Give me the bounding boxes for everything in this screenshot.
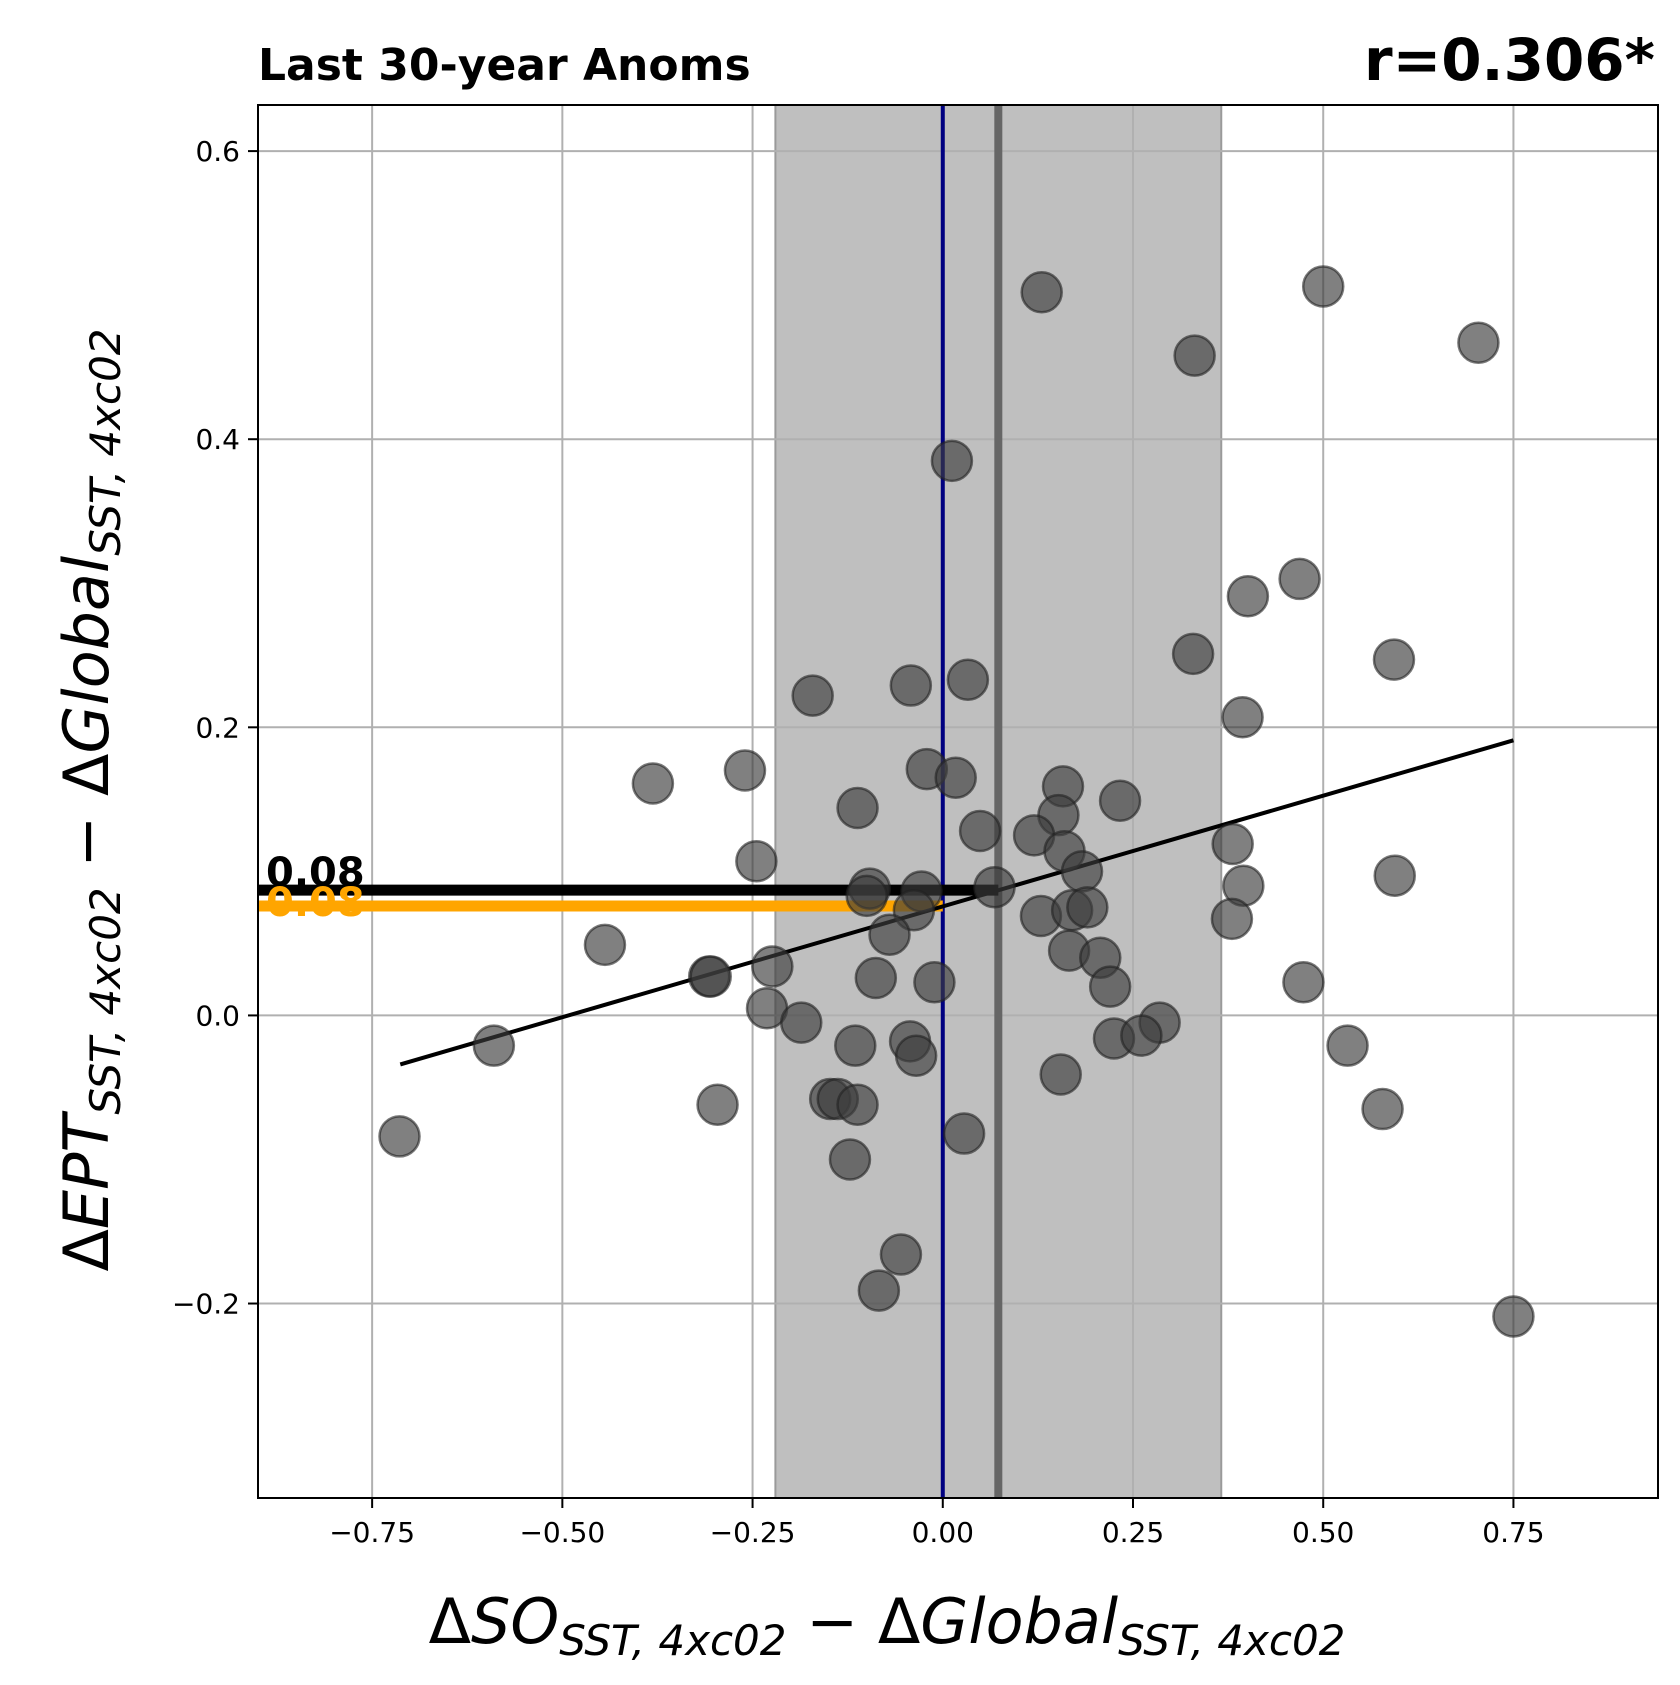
x-tick-label: −0.75 <box>329 1516 415 1549</box>
y-tick-label: −0.2 <box>172 1288 240 1321</box>
data-point <box>834 1024 877 1067</box>
correlation-annotation: r=0.306* <box>1364 26 1655 94</box>
data-point <box>1060 850 1104 893</box>
data-point <box>1492 1295 1535 1338</box>
data-point <box>735 840 778 883</box>
x-tick-label: 0.75 <box>1482 1516 1544 1549</box>
data-point <box>973 865 1016 909</box>
data-point <box>378 1115 421 1158</box>
data-point <box>1226 574 1270 618</box>
data-point <box>631 762 675 805</box>
data-point <box>1020 271 1063 314</box>
data-point <box>1282 961 1325 1004</box>
data-point <box>1173 334 1216 377</box>
regression-line <box>399 738 1514 1067</box>
data-point <box>1098 779 1142 823</box>
data-point <box>1221 695 1264 739</box>
data-point <box>1066 886 1109 929</box>
chart-title: Last 30-year Anoms <box>258 40 751 91</box>
x-tick-label: −0.25 <box>710 1516 796 1549</box>
data-point <box>1211 822 1254 866</box>
data-point <box>854 956 898 1000</box>
vertical-lines <box>940 105 1003 1498</box>
data-point <box>879 1233 923 1276</box>
data-point <box>723 749 767 792</box>
data-point <box>1326 1024 1369 1067</box>
data-point <box>934 756 977 799</box>
y-tick-label: 0.0 <box>195 999 240 1032</box>
x-tick-label: −0.50 <box>519 1516 605 1549</box>
data-point <box>1361 1087 1404 1131</box>
x-tick-label: 0.00 <box>912 1516 974 1549</box>
y-axis-label: ΔEPTSST, 4xc02 − ΔGlobalSST, 4xc02 <box>50 328 130 1271</box>
data-point <box>791 674 834 717</box>
data-point <box>845 874 888 918</box>
data-point <box>1372 638 1416 681</box>
x-tick-label: 0.50 <box>1292 1516 1354 1549</box>
data-point <box>889 664 933 707</box>
data-point <box>1278 557 1321 601</box>
y-tick-label: 0.4 <box>195 423 240 456</box>
plot-frame <box>257 104 1659 1499</box>
data-point <box>946 658 990 702</box>
data-point <box>1120 1014 1163 1057</box>
data-point <box>696 1083 739 1126</box>
data-point <box>894 1034 938 1078</box>
x-ticks: −0.75 −0.50 −0.25 0.00 0.25 0.50 0.75 <box>329 1498 1545 1549</box>
data-point <box>1039 1053 1082 1096</box>
data-point <box>868 913 911 956</box>
data-point <box>958 809 1002 853</box>
data-point <box>942 1112 986 1155</box>
data-point <box>1457 321 1500 364</box>
data-point <box>857 1269 901 1312</box>
ref-label-0: 0.08 <box>266 850 365 896</box>
y-tick-label: 0.6 <box>195 135 240 168</box>
data-point <box>583 923 627 967</box>
y-ticks: −0.2 0.0 0.2 0.4 0.6 <box>172 135 258 1321</box>
data-point <box>1171 632 1215 676</box>
data-point <box>828 1138 872 1181</box>
x-tick-label: 0.25 <box>1102 1516 1164 1549</box>
data-points <box>378 265 1535 1338</box>
data-point <box>1088 965 1132 1008</box>
data-point <box>930 439 974 483</box>
data-point <box>1373 854 1416 897</box>
data-point <box>913 961 956 1004</box>
regression-fit <box>399 738 1514 1067</box>
data-point <box>472 1024 516 1067</box>
data-point <box>1210 897 1254 941</box>
data-point <box>689 955 732 998</box>
data-point <box>780 1001 823 1044</box>
data-point <box>1301 265 1345 308</box>
ref-label-1: 0.08 <box>266 880 365 926</box>
data-point <box>836 1083 879 1126</box>
y-tick-label: 0.2 <box>195 711 240 744</box>
data-point <box>836 786 879 830</box>
x-axis-label: ΔSOSST, 4xc02 − ΔGlobalSST, 4xc02 <box>429 1585 1346 1665</box>
data-point <box>751 945 794 988</box>
